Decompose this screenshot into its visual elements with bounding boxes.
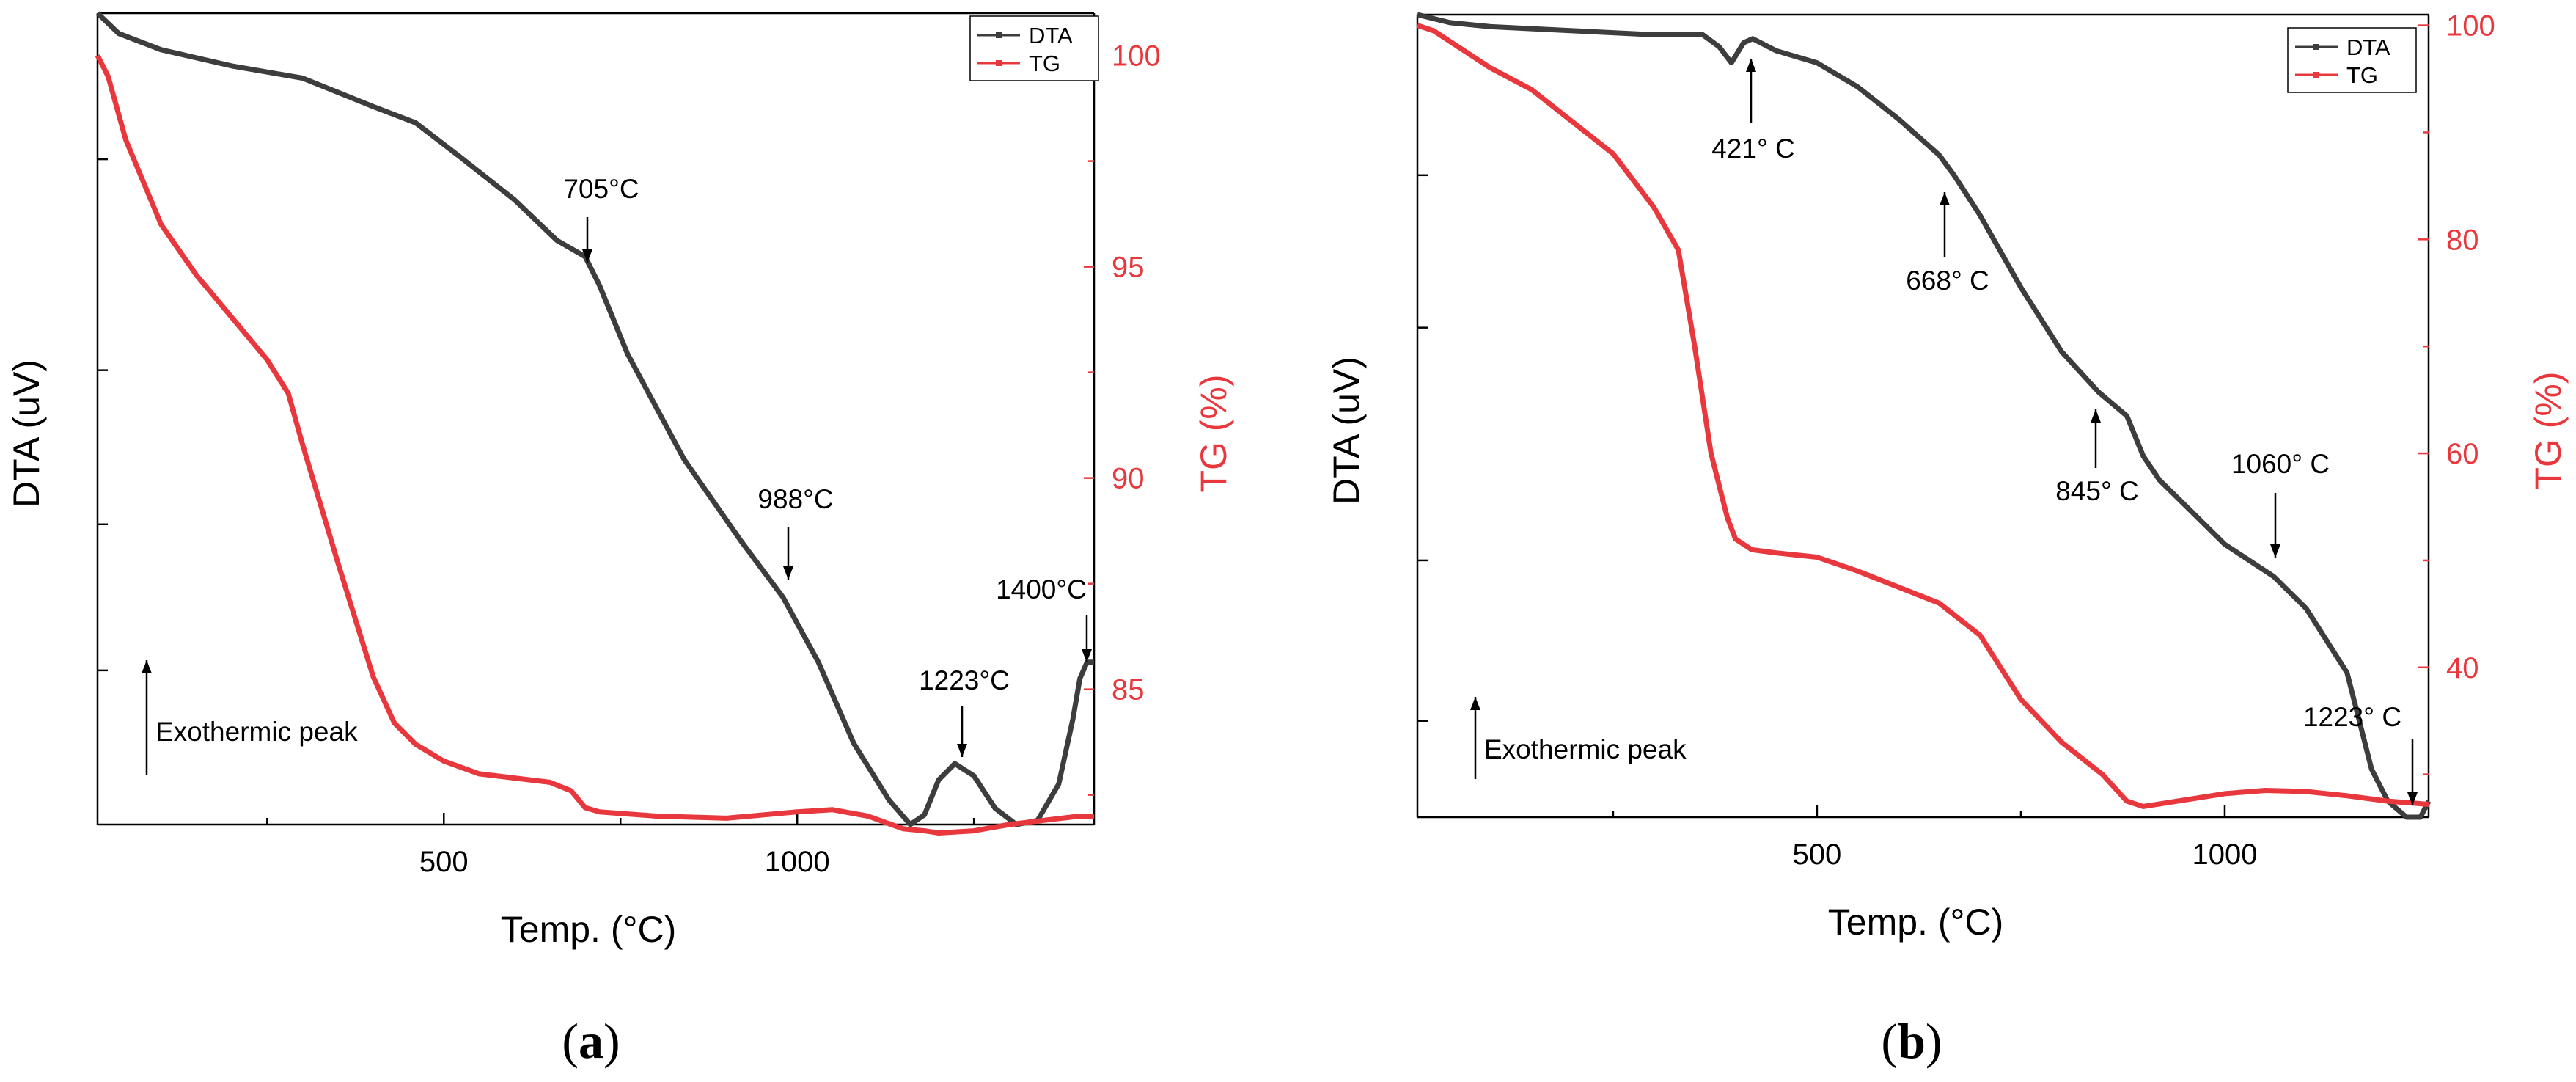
chart-b-legend-marker-dta	[2313, 44, 2319, 50]
panel-b: 500 1000 40 60 80 100 Temp. (°C) DTA (uV) TG (%)…	[1326, 10, 2569, 1069]
chart-a-legend-marker-dta	[996, 32, 1002, 38]
chart-a-panel-paren-close: )	[603, 1013, 620, 1069]
chart-b-y-right-title: TG (%)	[2528, 371, 2569, 489]
chart-a-annotation-arrowhead	[957, 744, 967, 757]
chart-b-legend-marker-tg	[2313, 72, 2319, 78]
chart-a-x-tick-label: 500	[419, 846, 469, 878]
chart-b-series-tg	[1416, 23, 2429, 809]
chart-b-annotation-arrowhead	[2407, 792, 2418, 805]
chart-b-right-tick-label: 100	[2446, 10, 2495, 43]
chart-a-annotation-label: 988°C	[757, 484, 833, 514]
chart-b-annotation-label: 421° C	[1711, 134, 1795, 164]
chart-a-annotation-arrowhead	[783, 566, 793, 580]
chart-a-annotation-arrowhead	[582, 249, 592, 263]
chart-b-panel-letter: b	[1898, 1013, 1926, 1069]
chart-b-legend-box	[2287, 27, 2417, 93]
chart-b-exothermic-label: Exothermic peak	[1484, 734, 1687, 764]
chart-a-panel-letter: a	[579, 1013, 603, 1069]
chart-b-right-tick-label: 80	[2446, 224, 2479, 256]
chart-a-x-tick-label: 1000	[765, 846, 830, 878]
chart-b-x-axis-title: Temp. (°C)	[1828, 902, 2003, 943]
chart-b-panel-paren-open: (	[1881, 1013, 1898, 1069]
chart-a-right-tick-label: 95	[1112, 252, 1145, 284]
chart-a-y-right-title: TG (%)	[1193, 374, 1234, 492]
chart-a-series-dta	[95, 11, 1094, 827]
chart-b-annotation-label: 1223° C	[2303, 702, 2401, 732]
chart-b-x-tick-label: 500	[1793, 838, 1842, 871]
chart-a-right-tick-label: 85	[1112, 674, 1145, 706]
chart-b-annotation-label: 668° C	[1906, 266, 1989, 296]
chart-b-y-left-title: DTA (uV)	[1326, 357, 1367, 505]
chart-b-right-tick-label: 60	[2446, 438, 2479, 470]
chart-a-exothermic-label: Exothermic peak	[155, 717, 358, 747]
chart-a-right-tick-label: 100	[1112, 40, 1161, 73]
chart-a-exothermic-arrowhead	[142, 660, 152, 673]
chart-b-series-dta	[1417, 12, 2432, 820]
chart-b-right-tick-label: 40	[2446, 652, 2479, 684]
chart-a-right-tick-label: 90	[1112, 463, 1145, 495]
chart-a-legend-box	[969, 15, 1099, 81]
chart-b-x-tick-label: 1000	[2192, 838, 2257, 871]
panel-a: 500 1000 85 90 95 100 Temp. (°C) DTA (uV) TG (%)…	[6, 11, 1234, 1069]
chart-b-panel-paren-close: )	[1926, 1013, 1942, 1069]
chart-a-annotation-arrowhead	[1082, 649, 1092, 662]
chart-a-panel-paren-open: (	[562, 1013, 579, 1069]
chart-a-y-left-title: DTA (uV)	[6, 359, 47, 508]
chart-a-series-tg	[95, 54, 1094, 836]
chart-a-legend-label-dta: DTA	[1029, 23, 1073, 48]
chart-b-annotation-arrowhead	[2091, 409, 2101, 423]
chart-a-annotation-label: 1400°C	[996, 574, 1087, 604]
chart-b-legend-label-dta: DTA	[2346, 34, 2390, 60]
chart-a-annotation-label: 1223°C	[919, 665, 1010, 695]
chart-b-annotation-label: 1060° C	[2231, 449, 2330, 479]
chart-a-x-axis-title: Temp. (°C)	[501, 909, 676, 950]
chart-a-annotation-label: 705°C	[563, 174, 639, 204]
chart-b-annotation-arrowhead	[1746, 59, 1756, 72]
chart-b-exothermic-arrowhead	[1470, 697, 1480, 710]
chart-a-panel-label: (a)	[562, 1013, 620, 1069]
chart-b-panel-label: (b)	[1881, 1013, 1942, 1069]
chart-b-annotation-arrowhead	[1940, 192, 1950, 205]
chart-b-annotation-label: 845° C	[2055, 476, 2139, 506]
chart-a-legend-marker-tg	[996, 60, 1002, 66]
chart-b-legend-label-tg: TG	[2346, 62, 2378, 88]
chart-a-legend-label-tg: TG	[1029, 51, 1060, 76]
chart-b-annotation-arrowhead	[2270, 544, 2280, 558]
